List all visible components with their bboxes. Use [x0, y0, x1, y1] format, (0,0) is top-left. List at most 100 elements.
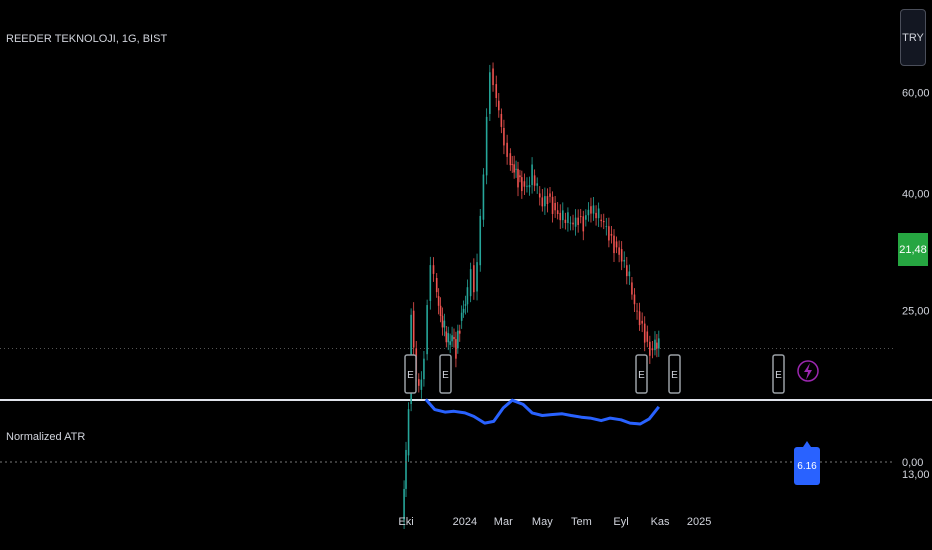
candle [656, 334, 658, 358]
candle [455, 331, 457, 368]
candle [595, 205, 597, 226]
price-tick-label: 40,00 [902, 188, 930, 200]
candle [464, 295, 467, 315]
earnings-event-icon[interactable]: E [772, 354, 785, 394]
candle [620, 241, 623, 271]
candle [405, 441, 407, 497]
svg-text:E: E [442, 370, 449, 381]
candle [587, 202, 590, 222]
earnings-event-icon[interactable]: E [668, 354, 681, 394]
candle [485, 108, 488, 185]
price-axis[interactable]: 60,00 40,00 25,00 13,00 [902, 87, 930, 481]
candle [412, 302, 415, 357]
candle [509, 148, 512, 171]
price-pane[interactable] [0, 62, 932, 529]
candle [562, 202, 564, 229]
earnings-event-icon[interactable]: E [404, 354, 417, 394]
candle [523, 173, 526, 196]
candle [498, 93, 500, 118]
candle [582, 210, 585, 241]
price-tick-label: 25,00 [902, 306, 930, 318]
candle [643, 316, 646, 352]
indicator-title: Normalized ATR [6, 431, 86, 443]
candle [423, 350, 425, 387]
candle [500, 108, 503, 134]
time-tick-label: Mar [494, 516, 513, 528]
last-price-label: 21,48 [898, 233, 928, 266]
candle [495, 75, 498, 107]
time-axis[interactable]: Eki 2024 Mar May Tem Eyl Kas 2025 [398, 516, 711, 528]
candle [528, 176, 531, 196]
candle [426, 299, 428, 361]
candle [443, 313, 446, 337]
symbol-title: REEDER TEKNOLOJI, 1G, BIST [6, 33, 168, 45]
lightning-icon[interactable] [797, 360, 819, 382]
price-tick-label: 60,00 [902, 87, 930, 99]
candle [506, 134, 508, 165]
candle [437, 288, 440, 315]
candle [466, 279, 469, 313]
candle [482, 168, 485, 227]
candle [551, 191, 554, 223]
candle [407, 402, 410, 462]
candle [420, 371, 423, 399]
svg-text:E: E [407, 370, 414, 381]
atr-zero-label: 0,00 [902, 457, 923, 469]
candle [590, 197, 592, 223]
candle [541, 189, 544, 212]
time-tick-label: Eki [398, 516, 413, 528]
candle [546, 188, 549, 213]
candle [429, 256, 432, 310]
candle [451, 326, 453, 348]
candle [418, 373, 420, 393]
candle [531, 157, 533, 194]
time-tick-label: 2025 [687, 516, 711, 528]
svg-text:E: E [638, 370, 645, 381]
candle [579, 208, 582, 224]
candle [569, 216, 572, 231]
atr-line [424, 398, 660, 426]
candle [600, 214, 602, 228]
candle [626, 256, 628, 285]
candle [445, 326, 448, 348]
price-tick-label: 13,00 [902, 469, 930, 481]
candle [533, 169, 536, 192]
candle [649, 335, 651, 364]
candle [646, 325, 649, 348]
candle [628, 264, 631, 285]
candle [526, 177, 528, 193]
candle [403, 480, 405, 529]
time-tick-label: May [532, 516, 553, 528]
indicator-pane[interactable]: 0,00 [0, 398, 923, 469]
candle [513, 155, 515, 179]
candle [447, 326, 450, 351]
candle [631, 276, 633, 300]
time-tick-label: Tem [571, 516, 592, 528]
time-tick-label: Kas [651, 516, 670, 528]
candle [559, 204, 562, 229]
candle [572, 214, 574, 231]
candle [519, 169, 521, 183]
candle [503, 119, 505, 155]
candle [567, 207, 569, 232]
candle [585, 209, 587, 227]
earnings-event-icon[interactable]: E [635, 354, 648, 394]
candle [658, 330, 660, 357]
candle [554, 196, 556, 218]
candle [517, 161, 519, 197]
candle [476, 253, 478, 301]
candle [623, 251, 626, 268]
candle [638, 302, 641, 331]
candle [515, 160, 517, 178]
candle [458, 324, 461, 342]
candle [453, 328, 455, 348]
candle [592, 197, 595, 221]
candle [462, 300, 465, 318]
currency-button[interactable]: TRY [900, 9, 926, 66]
candle [608, 217, 610, 248]
earnings-event-icon[interactable]: E [439, 354, 452, 394]
candle [511, 156, 514, 173]
candle [574, 209, 577, 236]
